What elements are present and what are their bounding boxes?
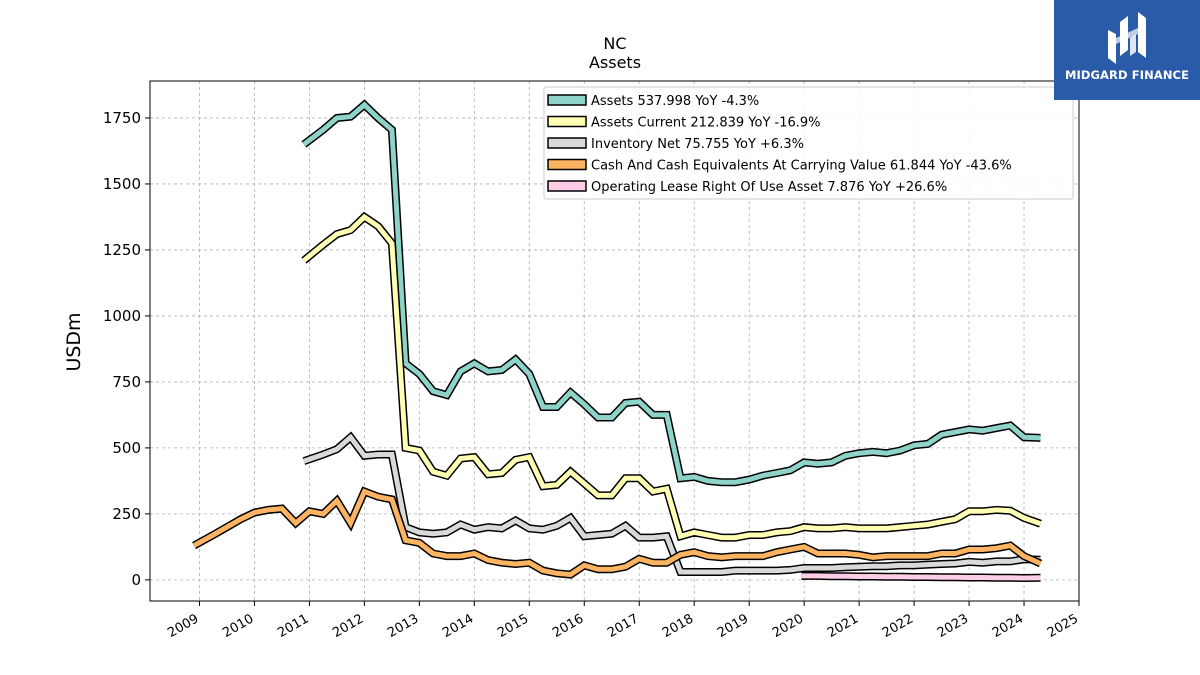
legend-swatch [547, 94, 587, 106]
x-tick-label: 2024 [990, 611, 1026, 641]
plot-frame [149, 80, 1080, 602]
x-tick-label: 2012 [330, 611, 366, 641]
x-tick-label: 2013 [385, 611, 421, 641]
series-line [192, 488, 1042, 578]
legend-swatch [547, 115, 587, 128]
x-tick-label: 2015 [495, 611, 531, 641]
series-outline [301, 211, 1042, 542]
y-tick-label: 750 [112, 373, 141, 391]
x-tick-label: 2018 [660, 611, 696, 641]
y-axis-label: USDm [63, 312, 85, 371]
x-tick-label: 2021 [825, 611, 861, 641]
x-tick-label: 2025 [1045, 611, 1081, 641]
x-tick-label: 2014 [440, 611, 476, 641]
series-4 [801, 571, 1041, 583]
brand-name: MIDGARD FINANCE [1064, 68, 1190, 82]
y-tick-label: 500 [112, 439, 141, 457]
legend-swatch [547, 137, 587, 149]
series-group [192, 99, 1043, 583]
legend-entry: Cash And Cash Equivalents At Carrying Va… [591, 159, 1012, 174]
x-tick-label: 2016 [550, 611, 586, 641]
legend: Assets 537.998 YoY -4.3% Assets Current 2… [543, 86, 1074, 200]
x-tick-label: 2011 [275, 611, 311, 641]
series-3 [192, 486, 1043, 579]
y-tick-label: 1750 [103, 109, 141, 127]
legend-entry: Assets 537.998 YoY -4.3% [591, 94, 759, 109]
x-tick-label: 2009 [165, 611, 201, 641]
legend-swatch [547, 180, 587, 192]
y-tick-label: 1500 [103, 175, 141, 193]
y-tick-label: 1250 [103, 241, 141, 259]
y-ticks: 0 250 500 750 1000 1250 1500 1750 [103, 109, 150, 589]
series-0 [301, 99, 1041, 487]
series-line [801, 573, 1041, 581]
y-tick-label: 0 [131, 571, 141, 589]
chart-subtitle: Assets [589, 53, 641, 72]
y-tick-label: 250 [112, 505, 141, 523]
x-tick-label: 2020 [770, 611, 806, 641]
legend-entry: Assets Current 212.839 YoY -16.9% [591, 116, 821, 131]
legend-entry: Inventory Net 75.755 YoY +6.3% [591, 137, 804, 152]
series-line [302, 101, 1041, 485]
x-tick-label: 2010 [220, 611, 256, 641]
x-tick-label: 2023 [935, 611, 971, 641]
x-ticks: 2009 2010 2011 2012 2013 2014 2015 2016 2017 2018… [165, 601, 1081, 641]
y-tick-label: 1000 [103, 307, 141, 325]
legend-box [543, 86, 1074, 200]
series-line [302, 213, 1042, 541]
x-tick-label: 2017 [605, 611, 641, 641]
midgard-logo-icon [1108, 12, 1146, 64]
x-tick-label: 2019 [715, 611, 751, 641]
series-1 [301, 211, 1042, 542]
chart-title: NC [603, 34, 626, 53]
x-tick-label: 2022 [880, 611, 916, 641]
brand-logo: MIDGARD FINANCE [1054, 0, 1200, 100]
legend-entry: Operating Lease Right Of Use Asset 7.876… [591, 180, 947, 195]
legend-swatch [547, 158, 587, 171]
